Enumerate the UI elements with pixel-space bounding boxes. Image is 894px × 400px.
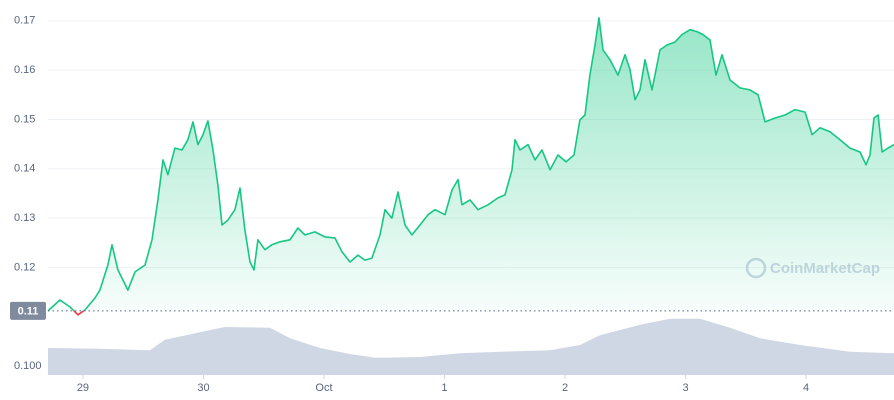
y-tick-label: 0.12: [14, 261, 35, 273]
x-tick-label: 29: [77, 382, 89, 394]
baseline-label: 0.11: [18, 305, 39, 317]
y-tick-label: 0.17: [14, 15, 35, 27]
x-tick-label: Oct: [315, 382, 332, 394]
x-tick-label: 1: [441, 382, 447, 394]
y-tick-label: 0.15: [14, 113, 35, 125]
x-tick-label: 2: [562, 382, 568, 394]
x-tick-label: 4: [803, 382, 809, 394]
plot: 0.17 0.16 0.15 0.14 0.13 0.12 0.100 29 30 Oct 1 2 3 4…: [10, 15, 894, 394]
y-tick-label: 0.100: [14, 360, 42, 372]
price-area: [48, 17, 894, 311]
baseline-label-box: [10, 301, 46, 320]
volume-area: [48, 318, 894, 375]
price-line: [47, 17, 894, 311]
y-tick-label: 0.14: [14, 163, 35, 175]
y-tick-label: 0.16: [14, 64, 35, 76]
x-tick-label: 30: [197, 382, 209, 394]
y-tick-label: 0.13: [14, 212, 35, 224]
x-tick-label: 3: [682, 382, 688, 394]
